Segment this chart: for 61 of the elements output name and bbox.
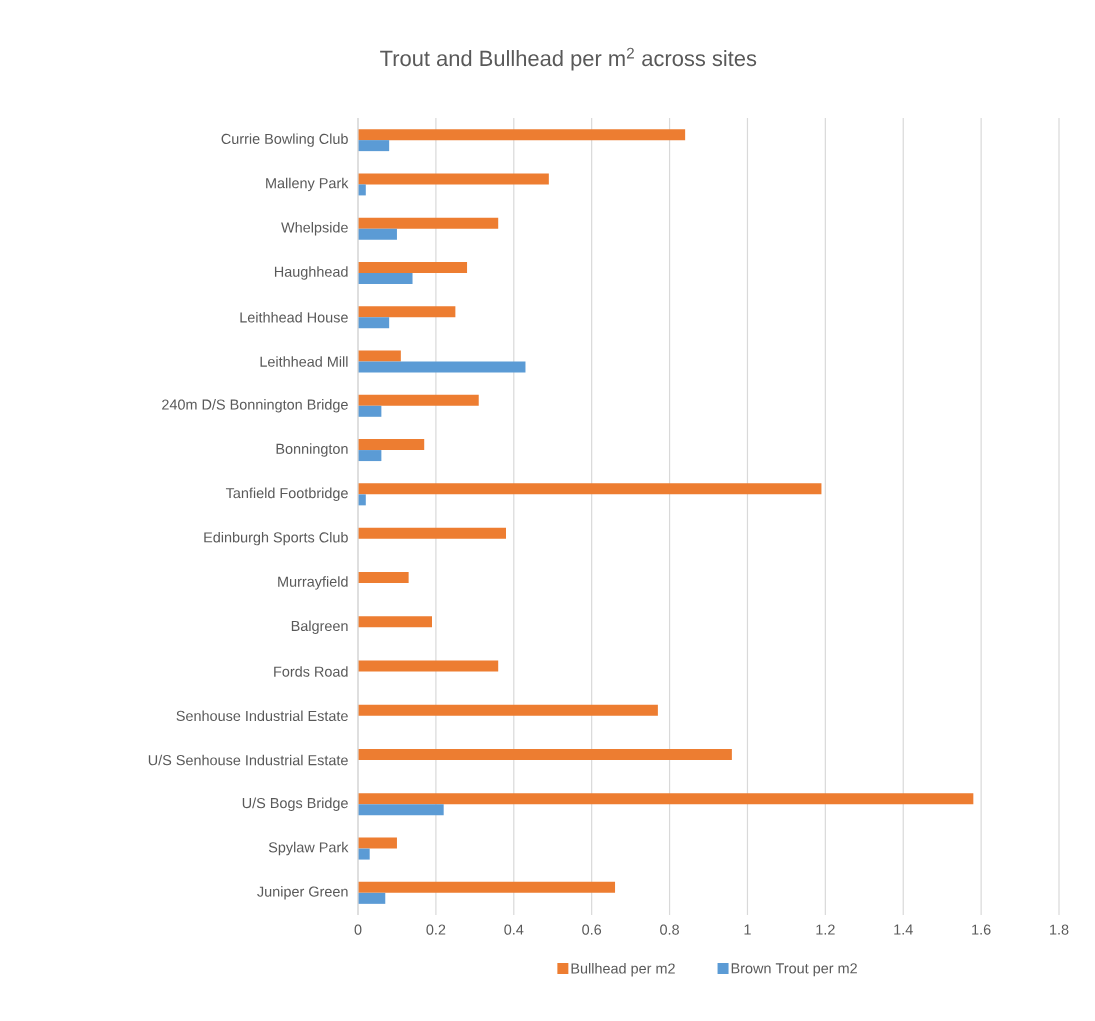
bar [358, 494, 366, 506]
y-tick-label: Senhouse Industrial Estate [176, 710, 348, 722]
y-tick-label: Leithhead House [240, 311, 348, 323]
y-tick-label: 240m D/S Bonnington Bridge [162, 399, 348, 413]
x-tick-label: 1.6 [972, 924, 991, 935]
bar [358, 450, 382, 462]
bar [358, 660, 499, 672]
bar [358, 184, 366, 196]
y-tick-label: Balgreen [291, 620, 348, 634]
bar [358, 272, 413, 284]
x-tick-label: 1.2 [816, 924, 835, 935]
x-tick-label: 0.8 [660, 924, 679, 935]
bar [358, 140, 390, 152]
x-tick-label: 1 [744, 924, 751, 935]
bar [358, 571, 409, 583]
bar [358, 394, 479, 406]
x-tick-label: 1.4 [894, 924, 913, 935]
bar [358, 350, 401, 362]
legend-label: Brown Trout per m2 [731, 963, 857, 977]
y-tick-label: Leithhead Mill [260, 356, 348, 367]
x-tick-label: 1.8 [1050, 924, 1069, 935]
bar [358, 892, 386, 904]
y-tick-label: U/S Senhouse Industrial Estate [148, 754, 348, 766]
y-tick-label: Currie Bowling Club [221, 133, 348, 147]
bar [358, 129, 686, 141]
bar [358, 405, 382, 417]
bar [358, 527, 506, 539]
bar [358, 483, 822, 495]
x-tick-label: 0 [354, 924, 362, 935]
chart-title: Trout and Bullhead per m$^{2}$ across sites [380, 47, 757, 71]
y-tick-label: Edinburgh Sports Club [204, 531, 348, 546]
bar [358, 881, 616, 893]
bar [358, 361, 526, 373]
y-tick-label: Bonnington [276, 443, 348, 457]
bar [358, 228, 397, 240]
bar [358, 804, 444, 816]
bar [358, 616, 432, 628]
y-tick-label: Haughhead [274, 266, 348, 280]
bar [358, 317, 390, 329]
bar [358, 439, 425, 451]
legend-label: Bullhead per m2 [571, 963, 675, 977]
bar [358, 217, 499, 229]
y-tick-label: Tanfield Footbridge [225, 487, 348, 502]
y-tick-label: Fords Road [274, 666, 348, 677]
y-tick-label: Malleny Park [266, 177, 349, 192]
x-tick-label: 0.2 [426, 924, 446, 935]
bar [358, 704, 658, 716]
y-tick-label: U/S Bogs Bridge [242, 797, 348, 812]
x-tick-label: 0.6 [582, 924, 602, 935]
bar [358, 261, 468, 273]
bar [358, 848, 370, 860]
y-tick-label: Juniper Green [257, 886, 348, 900]
bar [358, 793, 974, 805]
bar [358, 837, 397, 849]
bar [358, 749, 732, 761]
x-tick-label: 0.4 [504, 924, 524, 935]
y-tick-label: Murrayfield [278, 576, 348, 590]
bar [358, 173, 549, 185]
bar [358, 306, 456, 318]
y-tick-label: Spylaw Park [268, 841, 349, 856]
y-tick-label: Whelpside [281, 221, 348, 236]
